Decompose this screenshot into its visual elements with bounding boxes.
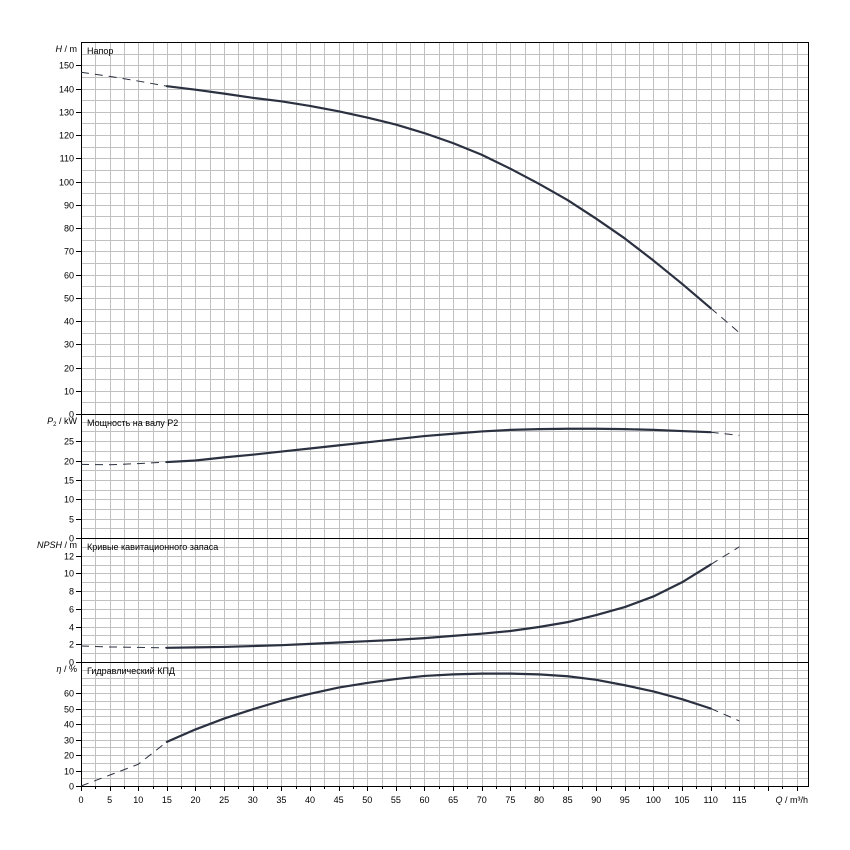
x-tick-label: 50 [362,795,372,805]
y-tick-label: 130 [59,108,74,118]
curve-extrapolated-start [80,645,167,649]
y-tick-label: 40 [64,720,74,730]
y-tick-label: 0 [69,782,74,792]
y-tick-label: 10 [64,387,74,397]
y-tick-label: 30 [64,340,74,350]
x-tick-label: 110 [704,795,718,805]
y-tick-label: 40 [64,317,74,327]
y-tick-label: 100 [59,178,74,188]
y-tick-label: 120 [59,131,74,141]
y-tick-label: 12 [64,552,74,562]
curve-extrapolated-start [80,741,168,787]
curve-operating-range [165,672,712,743]
y-tick-label: 10 [64,495,74,505]
curve-operating-range [165,427,712,464]
x-tick-label: 0 [78,795,83,805]
curve-extrapolated-start [80,461,167,466]
x-axis-label: Q / m³/h [775,795,808,805]
y-axis-label: H / m [56,44,78,54]
y-tick-label: 10 [64,569,74,579]
curve-extrapolated-start [80,71,167,87]
y-tick-label: 70 [64,247,74,257]
y-tick-label: 50 [64,294,74,304]
y-tick-label: 110 [60,154,74,164]
y-tick-label: 0 [69,410,74,420]
y-tick-label: 4 [69,623,74,633]
y-tick-label: 5 [69,515,74,525]
panel-4: 0 10 20 30 40 50 60 η / % Гидравлический КПД [56,662,809,792]
x-tick-label: 85 [563,795,573,805]
y-axis-label: NPSH / m [37,540,77,550]
curve-operating-range [165,85,712,310]
x-tick-label: 20 [190,795,200,805]
x-tick-label: 10 [133,795,143,805]
x-tick-label: 70 [477,795,487,805]
x-tick-label: 60 [419,795,429,805]
y-axis-label: η / % [56,664,77,674]
panel-frame [81,662,809,787]
y-tick-label: 140 [59,85,74,95]
x-tick-label: 45 [334,795,344,805]
y-tick-label: 0 [69,658,74,668]
y-tick-label: 2 [69,640,74,650]
y-tick-label: 10 [64,767,74,777]
x-tick-label: 100 [646,795,661,805]
y-tick-label: 20 [64,364,74,374]
y-tick-label: 8 [69,587,74,597]
x-tick-label: 55 [391,795,401,805]
panel-2: 0 5 10 15 20 25 P2 / kW Мощность на валу P2 [47,414,809,544]
x-tick-label: 80 [534,795,544,805]
x-tick-label: 25 [219,795,229,805]
y-tick-label: 15 [64,476,74,486]
curve-extrapolated-end [710,708,740,722]
x-tick-label: 5 [107,795,112,805]
curve-operating-range [165,563,712,649]
y-tick-label: 150 [59,61,74,71]
x-tick-label: 30 [248,795,258,805]
y-tick-label: 0 [69,534,74,544]
y-tick-label: 50 [64,705,74,715]
panel-3: 0 2 4 6 8 10 12 NPSH / m Кривые кавитационного з… [37,538,809,668]
y-tick-label: 20 [64,751,74,761]
panel-1: 0 10 20 30 40 50 60 70 80 90 100 110 120 130 140 150 H /… [56,42,809,420]
x-tick-label: 95 [620,795,630,805]
x-tick-label: 115 [732,795,746,805]
x-tick-label: 15 [162,795,172,805]
y-tick-label: 80 [64,224,74,234]
y-tick-label: 30 [64,736,74,746]
panel-title: Мощность на валу P2 [87,418,178,428]
panel-title: Гидравлический КПД [87,666,175,676]
y-tick-label: 60 [64,271,74,281]
y-tick-label: 25 [64,437,74,447]
x-tick-label: 40 [305,795,315,805]
curve-extrapolated-end [710,307,740,334]
panel-title: Напор [87,46,113,56]
x-tick-label: 65 [448,795,458,805]
y-tick-label: 60 [64,689,74,699]
panel-title: Кривые кавитационного запаса [87,542,218,552]
x-tick-label: 105 [675,795,690,805]
x-tick-label: 90 [591,795,601,805]
y-tick-label: 90 [64,201,74,211]
curve-extrapolated-end [710,431,740,436]
x-tick-label: 75 [505,795,515,805]
y-axis-label: P2 / kW [47,416,77,428]
x-tick-label: 35 [276,795,286,805]
curve-extrapolated-end [710,546,740,565]
y-tick-label: 6 [69,605,74,615]
y-tick-label: 20 [64,457,74,467]
